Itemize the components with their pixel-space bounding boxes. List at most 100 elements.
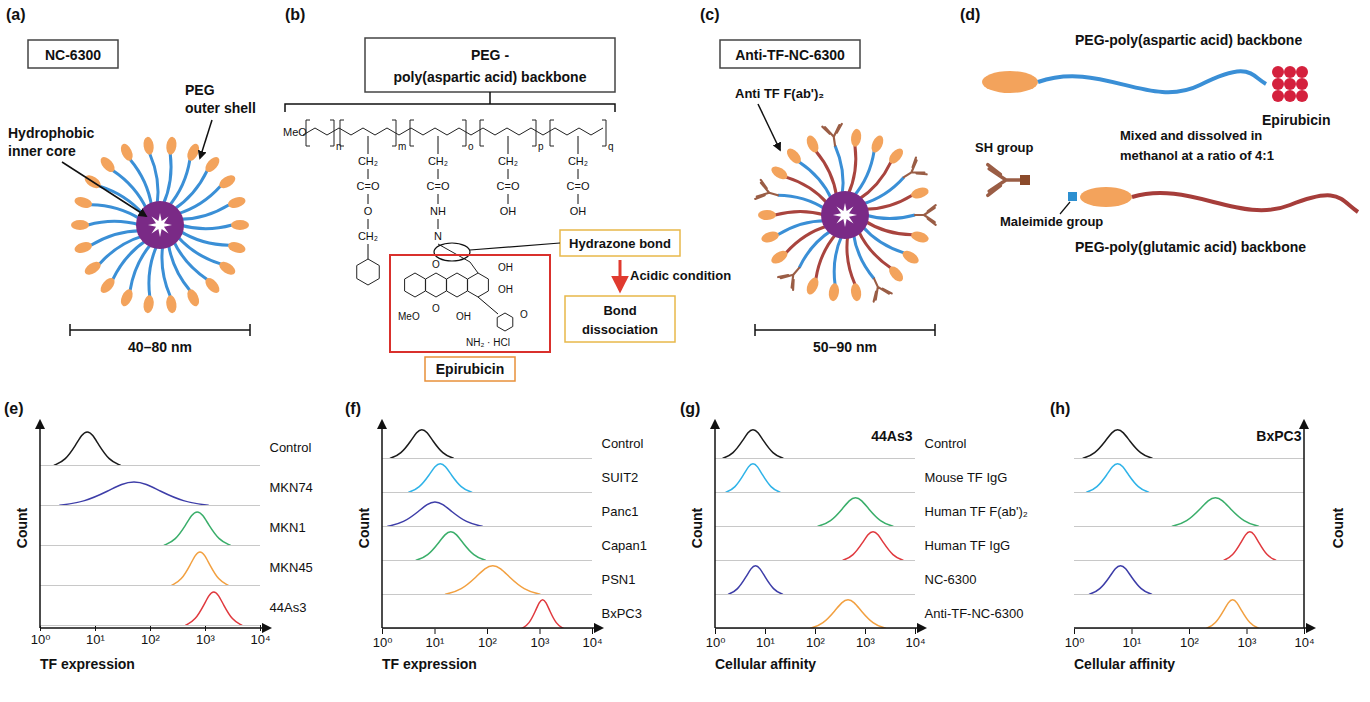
svg-text:10²: 10² [1180,635,1199,650]
svg-text:OH: OH [498,262,513,273]
svg-text:10⁰: 10⁰ [706,635,726,650]
svg-text:Hydrophobic: Hydrophobic [8,125,95,141]
svg-text:44As3: 44As3 [270,600,307,615]
svg-text:methanol at a ratio of 4:1: methanol at a ratio of 4:1 [1120,148,1274,163]
svg-text:CH₂: CH₂ [498,155,518,167]
svg-text:(b): (b) [285,6,305,23]
svg-text:10³: 10³ [1238,635,1257,650]
svg-text:CH₂: CH₂ [358,155,378,167]
svg-text:10⁰: 10⁰ [1065,635,1085,650]
svg-text:C=O: C=O [567,180,590,192]
svg-text:10¹: 10¹ [756,635,775,650]
svg-text:OH: OH [570,205,587,217]
html-text:(h): (h) [1050,400,1071,417]
svg-text:O: O [432,303,440,314]
svg-text:50–90 nm: 50–90 nm [813,339,877,355]
svg-text:Epirubicin: Epirubicin [436,361,504,377]
svg-text:Control: Control [270,440,312,455]
svg-text:MeO: MeO [398,311,420,322]
svg-text:(a): (a) [6,6,26,23]
svg-text:Maleimide group: Maleimide group [1000,214,1103,229]
svg-text:PEG-poly(glutamic acid) backbo: PEG-poly(glutamic acid) backbone [1075,239,1306,255]
html-text:TF expression: TF expression [40,656,135,672]
svg-text:10⁴: 10⁴ [1294,635,1314,650]
svg-text:OH: OH [500,205,517,217]
svg-text:10¹: 10¹ [86,632,105,647]
svg-text:10⁴: 10⁴ [582,635,602,650]
svg-text:MKN45: MKN45 [270,560,313,575]
svg-text:Acidic condition: Acidic condition [630,268,731,283]
svg-text:NH₂ · HCl: NH₂ · HCl [466,337,510,348]
svg-text:O: O [432,259,440,270]
svg-text:Anti-TF-NC-6300: Anti-TF-NC-6300 [925,606,1024,621]
svg-text:10¹: 10¹ [1123,635,1142,650]
svg-text:NC-6300: NC-6300 [45,47,101,63]
svg-text:10³: 10³ [531,635,550,650]
svg-text:p: p [538,141,544,152]
svg-text:10²: 10² [806,635,825,650]
svg-text:PSN1: PSN1 [602,572,636,587]
svg-text:inner core: inner core [8,143,76,159]
svg-text:BxPC3: BxPC3 [1256,428,1301,444]
svg-text:C=O: C=O [357,180,380,192]
html-text:Count: Count [356,507,372,549]
svg-text:MKN1: MKN1 [270,520,306,535]
svg-text:q: q [608,141,614,152]
svg-text:40–80 nm: 40–80 nm [128,339,192,355]
svg-text:Bond: Bond [603,303,636,318]
svg-text:Hydrazone bond: Hydrazone bond [569,236,671,251]
html-text:(g): (g) [680,400,701,417]
svg-text:10³: 10³ [196,632,215,647]
svg-text:PEG -: PEG - [471,47,509,63]
svg-text:10³: 10³ [856,635,875,650]
svg-text:MeO: MeO [283,126,307,138]
svg-text:o: o [468,141,474,152]
svg-text:Human TF IgG: Human TF IgG [925,538,1011,553]
svg-text:OH: OH [456,311,471,322]
svg-text:10⁴: 10⁴ [905,635,925,650]
svg-text:Epirubicin: Epirubicin [1262,112,1330,128]
svg-text:NH: NH [430,205,446,217]
svg-text:NC-6300: NC-6300 [925,572,977,587]
svg-text:C=O: C=O [427,180,450,192]
svg-text:MKN74: MKN74 [270,480,313,495]
svg-text:SUIT2: SUIT2 [602,470,639,485]
svg-text:Mixed and dissolved in: Mixed and dissolved in [1120,128,1262,143]
svg-text:O: O [520,309,528,320]
svg-text:(c): (c) [700,6,720,23]
svg-text:(d): (d) [960,6,980,23]
svg-text:PEG-poly(aspartic acid) backbo: PEG-poly(aspartic acid) backbone [1075,32,1302,48]
svg-text:10⁰: 10⁰ [373,635,393,650]
svg-text:10²: 10² [141,632,160,647]
svg-text:10⁰: 10⁰ [31,632,51,647]
svg-text:CH₂: CH₂ [358,230,378,242]
svg-text:poly(aspartic acid) backbone: poly(aspartic acid) backbone [394,69,587,85]
svg-text:44As3: 44As3 [871,428,912,444]
svg-text:CH₂: CH₂ [568,155,588,167]
svg-text:Panc1: Panc1 [602,504,639,519]
svg-text:C=O: C=O [497,180,520,192]
svg-text:Capan1: Capan1 [602,538,648,553]
svg-text:Anti TF F(ab')₂: Anti TF F(ab')₂ [735,86,824,101]
svg-text:outer shell: outer shell [185,100,256,116]
svg-text:O: O [364,205,373,217]
html-text:Count: Count [14,507,30,549]
html-text:(f): (f) [345,400,361,417]
svg-text:Control: Control [602,436,644,451]
svg-text:Human TF F(ab')₂: Human TF F(ab')₂ [925,504,1028,519]
svg-text:OH: OH [498,284,513,295]
svg-text:N: N [434,230,442,242]
svg-text:SH group: SH group [975,140,1034,155]
html-text:(e): (e) [4,400,24,417]
svg-text:CH₂: CH₂ [428,155,448,167]
svg-text:10²: 10² [478,635,497,650]
svg-text:m: m [398,141,406,152]
svg-text:10¹: 10¹ [426,635,445,650]
svg-text:dissociation: dissociation [582,322,658,337]
svg-text:PEG: PEG [185,82,215,98]
svg-text:Mouse TF IgG: Mouse TF IgG [925,470,1008,485]
svg-text:BxPC3: BxPC3 [602,606,642,621]
svg-text:Anti-TF-NC-6300: Anti-TF-NC-6300 [735,47,845,63]
svg-text:Control: Control [925,436,967,451]
svg-text:10⁴: 10⁴ [250,632,270,647]
